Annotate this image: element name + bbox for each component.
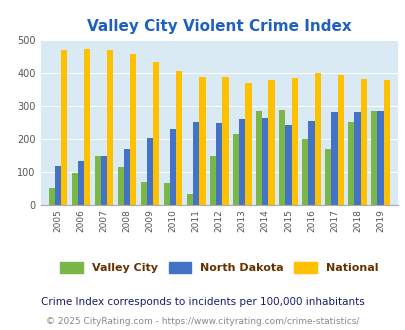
Bar (215, 123, 222, 205)
Bar (324, 149, 330, 205)
Bar (176, 71, 182, 205)
Bar (232, 134, 239, 205)
Bar (78, 161, 84, 205)
Bar (239, 119, 245, 205)
Bar (193, 122, 199, 205)
Bar (141, 182, 147, 205)
Bar (291, 78, 297, 205)
Bar (71, 173, 78, 205)
Bar (61, 50, 67, 205)
Bar (163, 183, 170, 205)
Bar (337, 75, 343, 205)
Bar (209, 156, 215, 205)
Bar (354, 112, 360, 205)
Bar (347, 122, 354, 205)
Text: © 2025 CityRating.com - https://www.cityrating.com/crime-statistics/: © 2025 CityRating.com - https://www.city… (46, 317, 359, 326)
Bar (307, 121, 314, 205)
Text: Crime Index corresponds to incidents per 100,000 inhabitants: Crime Index corresponds to incidents per… (41, 297, 364, 307)
Bar (84, 49, 90, 205)
Bar (256, 111, 262, 205)
Bar (170, 129, 176, 205)
Bar (49, 188, 55, 205)
Bar (285, 125, 291, 205)
Bar (100, 156, 107, 205)
Bar (262, 118, 268, 205)
Bar (94, 156, 100, 205)
Bar (153, 62, 159, 205)
Bar (330, 112, 337, 205)
Legend: Valley City, North Dakota, National: Valley City, North Dakota, National (58, 260, 379, 276)
Bar (117, 167, 124, 205)
Bar (147, 138, 153, 205)
Bar (278, 110, 285, 205)
Bar (199, 77, 205, 205)
Title: Valley City Violent Crime Index: Valley City Violent Crime Index (87, 19, 351, 34)
Bar (268, 80, 274, 205)
Bar (107, 50, 113, 205)
Bar (360, 79, 366, 205)
Bar (301, 139, 307, 205)
Bar (186, 194, 193, 205)
Bar (222, 77, 228, 205)
Bar (370, 111, 377, 205)
Bar (383, 80, 389, 205)
Bar (124, 148, 130, 205)
Bar (130, 54, 136, 205)
Bar (377, 111, 383, 205)
Bar (314, 73, 320, 205)
Bar (245, 83, 251, 205)
Bar (55, 166, 61, 205)
